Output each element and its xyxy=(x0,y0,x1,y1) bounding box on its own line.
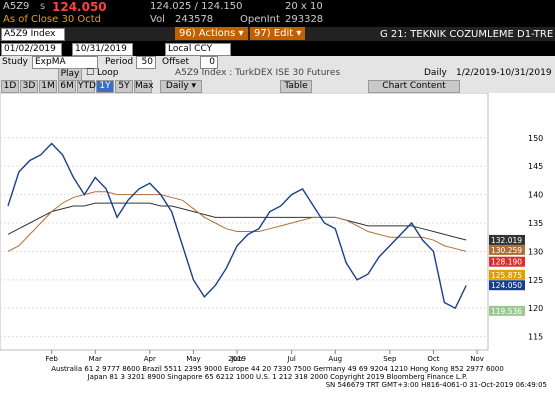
price-chart: 115 120 125 130 135 140 145 150 Feb Mar Apr May Jun J… xyxy=(0,93,555,365)
chart-name: A5Z9 Index : TurkDEX ISE 30 Futures xyxy=(175,68,341,78)
period-button[interactable]: YTD xyxy=(77,80,96,93)
table-button[interactable]: Table xyxy=(280,80,312,93)
period-button[interactable]: 5Y xyxy=(115,80,133,93)
last-value-label: 128.190 xyxy=(491,258,522,267)
last-price: 124.050 xyxy=(52,0,107,14)
loop-label: Loop xyxy=(96,68,119,78)
period-button[interactable]: 1Y xyxy=(96,80,114,93)
oi: 293328 xyxy=(285,14,324,25)
x-tick-label: May xyxy=(186,355,200,363)
actions-menu[interactable]: 96) Actions ▾ xyxy=(175,27,248,40)
y-tick-label: 145 xyxy=(528,162,543,171)
footer-line: SN 546679 TRT GMT+3:00 H816-4061-0 31-Oc… xyxy=(325,381,547,389)
y-tick-label: 120 xyxy=(528,304,543,313)
as-of: As of Close 30 Octd xyxy=(3,14,102,25)
oi-label: OpenInt xyxy=(240,14,280,25)
last-value-box xyxy=(489,234,525,245)
page-title: G 21: TEKNIK COZUMLEME D1-TRE xyxy=(380,29,554,40)
y-tick-label: 115 xyxy=(528,333,543,342)
last-value-box xyxy=(489,269,525,280)
last-value-box xyxy=(489,305,525,316)
year-label: 2019 xyxy=(228,355,246,363)
chart-content-button[interactable]: Chart Content xyxy=(368,80,460,93)
start-date[interactable]: 01/02/2019 xyxy=(1,43,62,56)
security[interactable]: A5Z9 Index xyxy=(1,28,65,41)
series-line xyxy=(7,142,467,310)
date-range: 1/2/2019-10/31/2019 xyxy=(456,68,552,78)
ticker: A5Z9 xyxy=(3,1,30,12)
y-tick-label: 150 xyxy=(528,134,543,143)
series-line xyxy=(7,202,467,241)
x-tick-label: Jun xyxy=(231,355,243,363)
last-value-label: 119.536 xyxy=(491,307,522,316)
vol-label: Vol xyxy=(150,14,165,25)
offset[interactable]: 0 xyxy=(200,56,218,69)
x-tick-label: Mar xyxy=(89,355,102,363)
last-value-label: 130.259 xyxy=(491,246,522,255)
y-tick-label: 130 xyxy=(528,247,543,256)
y-tick-label: 125 xyxy=(528,276,543,285)
footer-line: Australia 61 2 9777 8600 Brazil 5511 239… xyxy=(51,365,504,373)
frequency-menu[interactable]: Daily ▾ xyxy=(160,80,202,93)
period-button[interactable]: 6M xyxy=(58,80,76,93)
period-button[interactable]: Max xyxy=(134,80,154,93)
last-value-label: 124.050 xyxy=(491,281,522,290)
period[interactable]: 50 xyxy=(136,56,156,69)
x-tick-label: Aug xyxy=(328,355,342,363)
size: 20 x 10 xyxy=(285,1,323,12)
x-tick-label: Oct xyxy=(427,355,439,363)
x-tick-label: Nov xyxy=(470,355,484,363)
last-value-label: 132.019 xyxy=(491,236,522,245)
period-button[interactable]: 1M xyxy=(39,80,57,93)
period-button[interactable]: 3D xyxy=(20,80,38,93)
y-tick-label: 135 xyxy=(528,219,543,228)
frequency: Daily xyxy=(424,68,447,78)
flag: s xyxy=(40,1,46,12)
vol: 243578 xyxy=(175,14,214,25)
end-date[interactable]: 10/31/2019 xyxy=(72,43,133,56)
loop-checkbox[interactable]: ☐ Loop xyxy=(86,68,119,78)
study-label: Study xyxy=(2,57,28,67)
period-button[interactable]: 1D xyxy=(1,80,19,93)
offset-label: Offset xyxy=(162,57,190,67)
currency[interactable]: Local CCY xyxy=(165,43,231,56)
x-tick-label: Sep xyxy=(383,355,397,363)
period-label: Period xyxy=(105,57,134,67)
x-tick-label: Jul xyxy=(286,355,296,363)
bid-ask: 124.025 / 124.150 xyxy=(150,1,243,12)
y-tick-label: 140 xyxy=(528,191,543,200)
edit-menu[interactable]: 97) Edit ▾ xyxy=(250,27,306,40)
footer-line: Japan 81 3 3201 8900 Singapore 65 6212 1… xyxy=(87,373,468,381)
last-value-box xyxy=(489,280,525,291)
last-value-box xyxy=(489,244,525,255)
x-tick-label: Feb xyxy=(45,355,58,363)
last-value-label: 125.875 xyxy=(491,271,522,280)
last-value-box xyxy=(489,256,525,267)
plot-area xyxy=(0,93,489,351)
x-tick-label: Apr xyxy=(144,355,156,363)
